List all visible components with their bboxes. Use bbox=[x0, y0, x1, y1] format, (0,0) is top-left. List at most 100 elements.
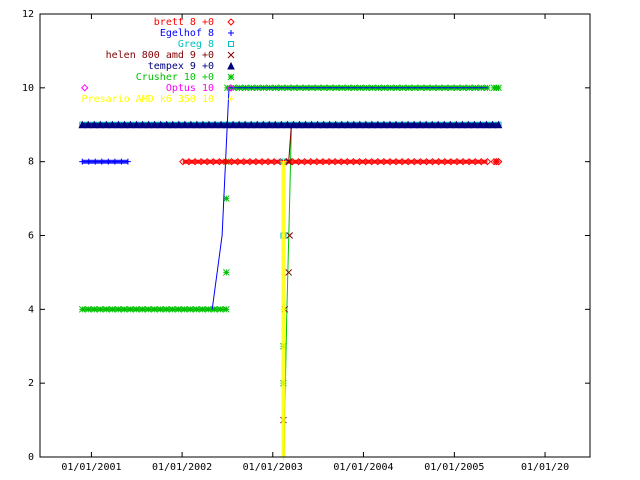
data-point bbox=[156, 120, 165, 129]
legend-marker bbox=[228, 96, 234, 102]
data-point bbox=[325, 120, 334, 129]
data-point bbox=[355, 157, 364, 166]
x-tick-label: 01/01/2002 bbox=[152, 462, 212, 473]
data-point bbox=[313, 120, 322, 129]
data-point bbox=[84, 305, 92, 313]
legend-marker bbox=[227, 61, 235, 70]
data-point bbox=[102, 305, 110, 313]
legend-marker bbox=[228, 30, 234, 36]
legend-label: Presario AMD k6 350 10 bbox=[82, 94, 214, 105]
legend-label: Egelhof 8 bbox=[160, 28, 214, 39]
data-point bbox=[280, 158, 287, 165]
data-point bbox=[114, 120, 123, 129]
data-point bbox=[307, 157, 315, 166]
y-tick-label: 2 bbox=[28, 378, 34, 389]
data-point bbox=[150, 305, 158, 313]
data-point bbox=[211, 120, 219, 129]
data-point bbox=[179, 157, 187, 166]
data-point bbox=[301, 120, 310, 129]
legend-marker bbox=[227, 51, 235, 59]
data-point bbox=[280, 306, 287, 313]
data-point bbox=[144, 120, 153, 129]
data-point bbox=[108, 120, 117, 129]
legend-marker bbox=[227, 18, 235, 26]
data-point bbox=[221, 157, 230, 166]
data-point bbox=[374, 120, 382, 129]
data-point bbox=[138, 120, 147, 129]
data-point bbox=[185, 157, 193, 166]
data-point bbox=[422, 120, 430, 129]
data-point bbox=[270, 157, 278, 166]
data-point bbox=[440, 120, 449, 129]
data-point bbox=[126, 120, 135, 129]
data-point bbox=[192, 305, 200, 313]
data-point bbox=[120, 120, 129, 129]
data-point bbox=[271, 120, 280, 129]
data-point bbox=[285, 158, 293, 166]
data-point bbox=[264, 157, 272, 166]
x-tick-label: 01/01/20 bbox=[521, 462, 569, 473]
data-point bbox=[349, 120, 358, 129]
data-point bbox=[331, 120, 340, 129]
x-tick-label: 01/01/2003 bbox=[243, 462, 303, 473]
legend-marker bbox=[227, 84, 235, 92]
data-point bbox=[428, 157, 437, 166]
data-point bbox=[285, 269, 293, 276]
data-point bbox=[319, 157, 327, 166]
data-point bbox=[361, 157, 370, 166]
data-point bbox=[252, 157, 260, 166]
data-point bbox=[222, 195, 230, 202]
data-point bbox=[295, 120, 304, 129]
data-point bbox=[289, 120, 298, 129]
data-point bbox=[452, 120, 461, 129]
data-point bbox=[380, 120, 388, 129]
data-point bbox=[337, 157, 345, 166]
data-point bbox=[90, 305, 98, 313]
data-point bbox=[404, 157, 412, 166]
data-point bbox=[132, 305, 140, 313]
data-point bbox=[398, 120, 406, 129]
data-point bbox=[102, 120, 111, 129]
data-point bbox=[223, 120, 231, 129]
data-point bbox=[132, 120, 141, 129]
y-tick-label: 4 bbox=[28, 304, 34, 315]
data-point bbox=[494, 120, 503, 129]
legend-marker bbox=[227, 73, 235, 81]
data-point bbox=[233, 157, 242, 166]
data-point bbox=[416, 120, 424, 129]
data-point bbox=[476, 120, 485, 129]
data-point bbox=[471, 157, 479, 166]
data-point bbox=[174, 120, 183, 129]
data-point bbox=[495, 84, 502, 92]
data-point bbox=[227, 157, 236, 166]
data-point bbox=[459, 157, 467, 166]
data-point bbox=[193, 120, 201, 129]
data-point bbox=[410, 157, 419, 166]
data-point bbox=[465, 157, 473, 166]
data-point bbox=[181, 120, 189, 129]
data-point bbox=[276, 157, 285, 166]
x-tick-label: 01/01/2004 bbox=[333, 462, 393, 473]
data-point bbox=[241, 120, 249, 129]
data-point bbox=[349, 157, 358, 166]
data-point bbox=[325, 157, 333, 166]
data-point bbox=[162, 305, 170, 313]
data-point bbox=[98, 158, 105, 165]
data-point bbox=[434, 120, 443, 129]
data-point bbox=[428, 120, 437, 129]
data-point bbox=[96, 305, 104, 313]
data-point bbox=[477, 157, 486, 166]
data-point bbox=[85, 158, 92, 165]
data-point bbox=[343, 120, 352, 129]
y-tick-label: 12 bbox=[22, 9, 34, 20]
y-tick-label: 10 bbox=[22, 83, 34, 94]
data-point bbox=[482, 120, 491, 129]
data-point bbox=[198, 305, 206, 313]
data-point bbox=[300, 157, 309, 166]
data-point bbox=[210, 305, 218, 313]
data-point bbox=[118, 158, 125, 165]
data-point bbox=[492, 157, 501, 166]
data-point bbox=[253, 120, 262, 129]
data-point bbox=[446, 120, 455, 129]
